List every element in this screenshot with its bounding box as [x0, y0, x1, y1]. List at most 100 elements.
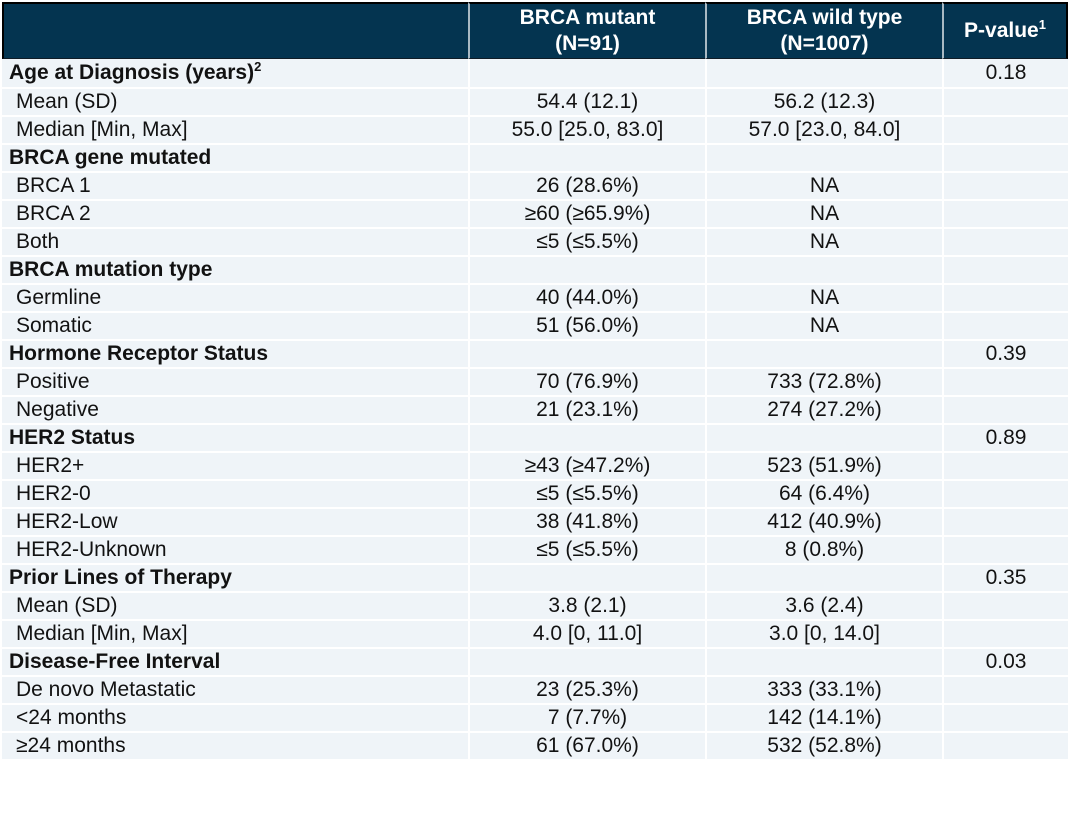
cell-brca-mutant: ≤5 (≤5.5%)	[468, 479, 705, 507]
footnote-ref-2: 2	[254, 59, 262, 74]
row-label: Prior Lines of Therapy	[2, 563, 468, 591]
row-label: BRCA 1	[2, 171, 468, 199]
cell-p-value	[942, 311, 1068, 339]
cell-p-value	[942, 535, 1068, 563]
table-row: Hormone Receptor Status 0.39	[2, 339, 1068, 367]
cell-brca-wild-type: NA	[705, 171, 942, 199]
cell-p-value	[942, 255, 1068, 283]
row-label: ≥24 months	[2, 731, 468, 759]
table-row: Mean (SD) 3.8 (2.1) 3.6 (2.4)	[2, 591, 1068, 619]
cell-brca-wild-type: 3.6 (2.4)	[705, 591, 942, 619]
cell-brca-mutant	[468, 143, 705, 171]
cell-brca-mutant: 7 (7.7%)	[468, 703, 705, 731]
cell-p-value	[942, 227, 1068, 255]
cell-p-value	[942, 675, 1068, 703]
col-header-characteristic	[2, 2, 468, 59]
cell-brca-mutant: ≥60 (≥65.9%)	[468, 199, 705, 227]
cell-p-value: 0.89	[942, 423, 1068, 451]
table-row: HER2 Status 0.89	[2, 423, 1068, 451]
row-label: Both	[2, 227, 468, 255]
footnote-ref-1: 1	[1038, 17, 1046, 32]
cell-p-value	[942, 507, 1068, 535]
cell-brca-mutant	[468, 59, 705, 87]
col-header-brca-wild-type: BRCA wild type (N=1007)	[705, 2, 942, 59]
table-row: Somatic 51 (56.0%) NA	[2, 311, 1068, 339]
cell-p-value	[942, 619, 1068, 647]
cell-p-value	[942, 115, 1068, 143]
col-header-n: (N=1007)	[780, 32, 869, 55]
col-header-brca-mutant: BRCA mutant (N=91)	[468, 2, 705, 59]
cell-brca-mutant: ≥43 (≥47.2%)	[468, 451, 705, 479]
cell-brca-wild-type: 8 (0.8%)	[705, 535, 942, 563]
cell-brca-wild-type: 412 (40.9%)	[705, 507, 942, 535]
row-label: HER2-Low	[2, 507, 468, 535]
row-label: Somatic	[2, 311, 468, 339]
cell-brca-mutant: 70 (76.9%)	[468, 367, 705, 395]
cell-brca-mutant: 23 (25.3%)	[468, 675, 705, 703]
col-header-title: BRCA mutant	[519, 6, 656, 29]
table-row: HER2-0 ≤5 (≤5.5%) 64 (6.4%)	[2, 479, 1068, 507]
col-header-p-value: P-value1	[942, 2, 1068, 59]
row-label: Positive	[2, 367, 468, 395]
row-label: De novo Metastatic	[2, 675, 468, 703]
cell-p-value: 0.18	[942, 59, 1068, 87]
cell-brca-wild-type: 274 (27.2%)	[705, 395, 942, 423]
col-header-title: BRCA wild type	[746, 6, 903, 29]
cell-p-value	[942, 199, 1068, 227]
table-row: Mean (SD) 54.4 (12.1) 56.2 (12.3)	[2, 87, 1068, 115]
table-row: HER2+ ≥43 (≥47.2%) 523 (51.9%)	[2, 451, 1068, 479]
row-label: <24 months	[2, 703, 468, 731]
row-label: Disease-Free Interval	[2, 647, 468, 675]
row-label: Median [Min, Max]	[2, 115, 468, 143]
cell-p-value	[942, 731, 1068, 759]
table-row: Negative 21 (23.1%) 274 (27.2%)	[2, 395, 1068, 423]
cell-brca-mutant: 54.4 (12.1)	[468, 87, 705, 115]
cell-brca-mutant	[468, 255, 705, 283]
table-row: BRCA 1 26 (28.6%) NA	[2, 171, 1068, 199]
cell-brca-mutant: ≤5 (≤5.5%)	[468, 227, 705, 255]
cell-p-value	[942, 87, 1068, 115]
table-row: De novo Metastatic 23 (25.3%) 333 (33.1%…	[2, 675, 1068, 703]
row-label: Germline	[2, 283, 468, 311]
row-label: HER2+	[2, 451, 468, 479]
cell-brca-wild-type	[705, 143, 942, 171]
cell-p-value: 0.03	[942, 647, 1068, 675]
cell-brca-wild-type: NA	[705, 227, 942, 255]
table-row: BRCA 2 ≥60 (≥65.9%) NA	[2, 199, 1068, 227]
cell-brca-wild-type: NA	[705, 311, 942, 339]
cell-p-value	[942, 703, 1068, 731]
cell-p-value	[942, 479, 1068, 507]
cell-brca-wild-type	[705, 423, 942, 451]
cell-p-value	[942, 451, 1068, 479]
cell-brca-mutant	[468, 647, 705, 675]
table-row: HER2-Low 38 (41.8%) 412 (40.9%)	[2, 507, 1068, 535]
cell-brca-wild-type: 64 (6.4%)	[705, 479, 942, 507]
cell-brca-wild-type	[705, 339, 942, 367]
row-label: Age at Diagnosis (years)2	[2, 59, 468, 87]
cell-brca-mutant: 26 (28.6%)	[468, 171, 705, 199]
cell-brca-mutant	[468, 563, 705, 591]
cell-brca-mutant	[468, 423, 705, 451]
cell-brca-wild-type: 56.2 (12.3)	[705, 87, 942, 115]
table-row: BRCA mutation type	[2, 255, 1068, 283]
cell-brca-wild-type: 57.0 [23.0, 84.0]	[705, 115, 942, 143]
table-row: Median [Min, Max] 4.0 [0, 11.0] 3.0 [0, …	[2, 619, 1068, 647]
cell-brca-mutant	[468, 339, 705, 367]
row-label: HER2-Unknown	[2, 535, 468, 563]
table-row: HER2-Unknown ≤5 (≤5.5%) 8 (0.8%)	[2, 535, 1068, 563]
cell-brca-mutant: 40 (44.0%)	[468, 283, 705, 311]
cell-brca-wild-type	[705, 563, 942, 591]
cell-p-value	[942, 591, 1068, 619]
table-row: BRCA gene mutated	[2, 143, 1068, 171]
cell-p-value	[942, 143, 1068, 171]
cell-brca-wild-type	[705, 59, 942, 87]
row-label: Negative	[2, 395, 468, 423]
table-row: Both ≤5 (≤5.5%) NA	[2, 227, 1068, 255]
cell-p-value	[942, 367, 1068, 395]
cell-brca-wild-type: 733 (72.8%)	[705, 367, 942, 395]
cell-brca-mutant: 4.0 [0, 11.0]	[468, 619, 705, 647]
table-row: Germline 40 (44.0%) NA	[2, 283, 1068, 311]
table-row: Positive 70 (76.9%) 733 (72.8%)	[2, 367, 1068, 395]
table-row: Prior Lines of Therapy 0.35	[2, 563, 1068, 591]
